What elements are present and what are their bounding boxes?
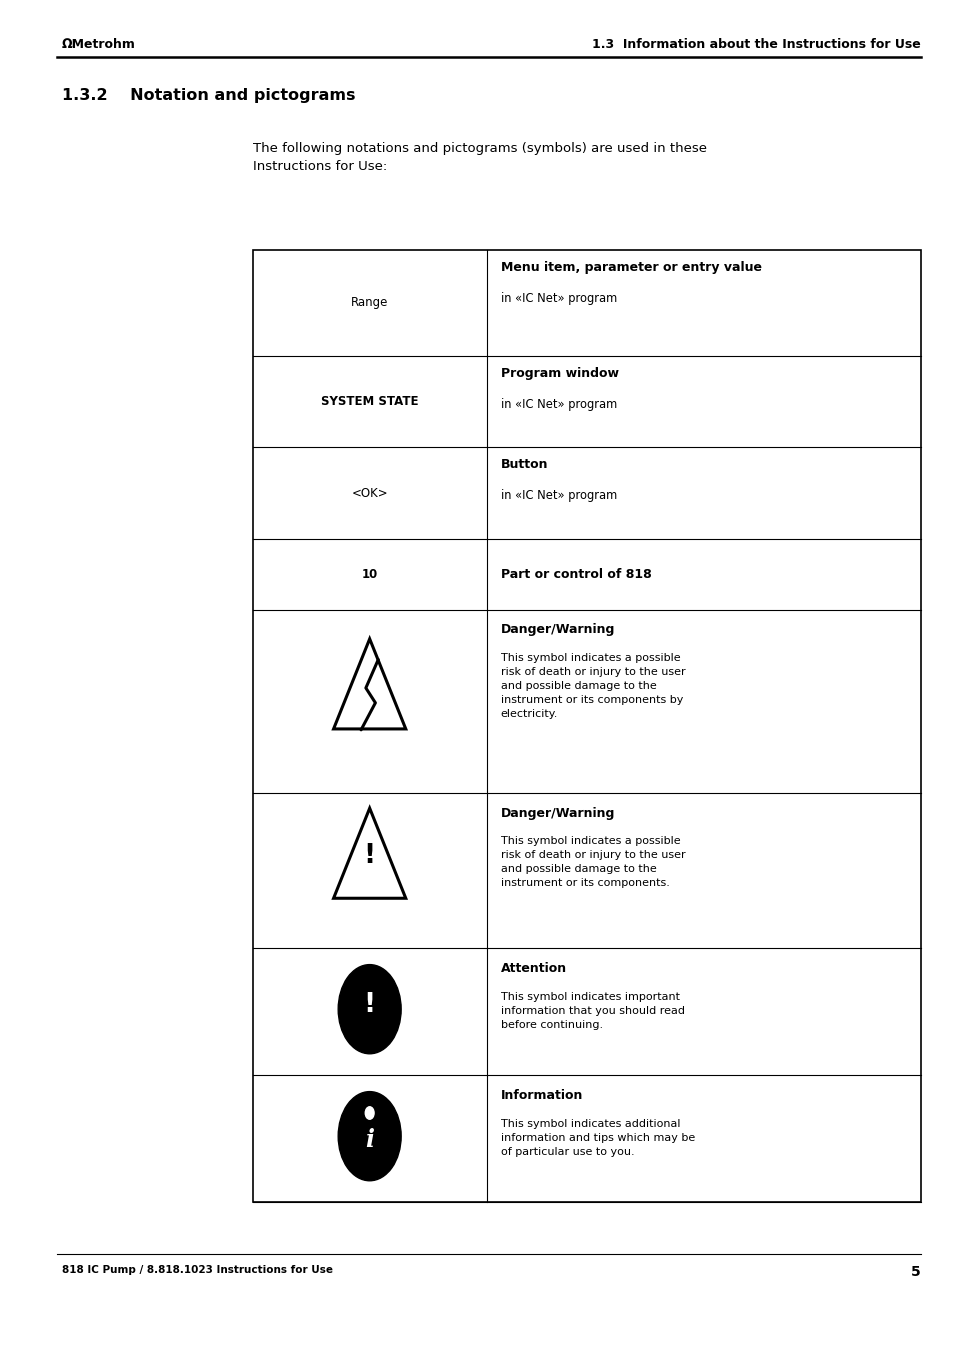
- Bar: [253, 250, 920, 1202]
- Text: !: !: [363, 843, 375, 869]
- Polygon shape: [334, 808, 405, 898]
- Text: The following notations and pictograms (symbols) are used in these
Instructions : The following notations and pictograms (…: [253, 142, 706, 173]
- Text: Attention: Attention: [500, 962, 566, 975]
- Text: in «IC Net» program: in «IC Net» program: [500, 489, 617, 503]
- Text: SYSTEM STATE: SYSTEM STATE: [320, 394, 418, 408]
- Text: This symbol indicates important
information that you should read
before continui: This symbol indicates important informat…: [500, 992, 684, 1029]
- Text: i: i: [365, 1128, 374, 1152]
- Polygon shape: [334, 639, 405, 730]
- Text: 5: 5: [910, 1265, 920, 1278]
- Circle shape: [337, 1092, 400, 1181]
- Circle shape: [337, 965, 400, 1054]
- Text: in «IC Net» program: in «IC Net» program: [500, 397, 617, 411]
- Text: 1.3  Information about the Instructions for Use: 1.3 Information about the Instructions f…: [591, 38, 920, 51]
- Text: in «IC Net» program: in «IC Net» program: [500, 292, 617, 305]
- Text: Information: Information: [500, 1089, 582, 1102]
- Text: Danger/Warning: Danger/Warning: [500, 807, 615, 820]
- Circle shape: [365, 1106, 374, 1119]
- Text: Button: Button: [500, 458, 548, 471]
- Text: Program window: Program window: [500, 366, 618, 380]
- Text: 1.3.2    Notation and pictograms: 1.3.2 Notation and pictograms: [62, 88, 355, 103]
- Text: Danger/Warning: Danger/Warning: [500, 623, 615, 636]
- Text: Part or control of 818: Part or control of 818: [500, 567, 651, 581]
- Text: !: !: [363, 992, 375, 1019]
- Text: 818 IC Pump / 8.818.1023 Instructions for Use: 818 IC Pump / 8.818.1023 Instructions fo…: [62, 1265, 333, 1274]
- Text: This symbol indicates a possible
risk of death or injury to the user
and possibl: This symbol indicates a possible risk of…: [500, 653, 685, 719]
- Text: ΩMetrohm: ΩMetrohm: [62, 38, 135, 51]
- Text: This symbol indicates a possible
risk of death or injury to the user
and possibl: This symbol indicates a possible risk of…: [500, 836, 685, 889]
- Text: Menu item, parameter or entry value: Menu item, parameter or entry value: [500, 261, 761, 274]
- Text: 10: 10: [361, 567, 377, 581]
- Text: This symbol indicates additional
information and tips which may be
of particular: This symbol indicates additional informa…: [500, 1119, 695, 1156]
- Text: <OK>: <OK>: [351, 486, 388, 500]
- Text: Range: Range: [351, 296, 388, 309]
